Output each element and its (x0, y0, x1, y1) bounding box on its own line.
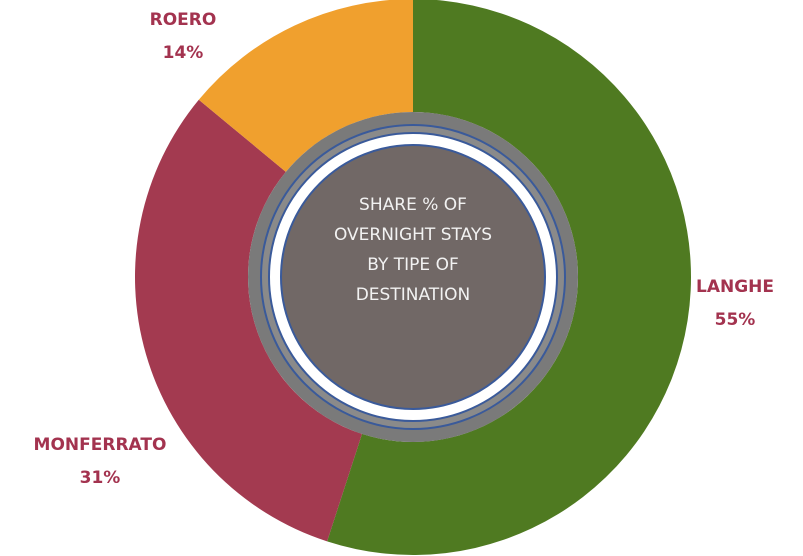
donut-segment (198, 0, 413, 172)
donut-segment (134, 99, 363, 542)
category-label: ROERO (150, 10, 217, 30)
value-label: 14% (163, 43, 204, 63)
chart-title: SHARE % OF OVERNIGHT STAYS BY TIPE OF DE… (333, 195, 493, 305)
donut-segment (327, 0, 691, 555)
center-disc (280, 144, 546, 410)
category-label: LANGHE (696, 277, 774, 297)
value-label: 31% (80, 468, 121, 488)
value-label: 55% (715, 310, 756, 330)
category-label: MONFERRATO (34, 435, 167, 455)
